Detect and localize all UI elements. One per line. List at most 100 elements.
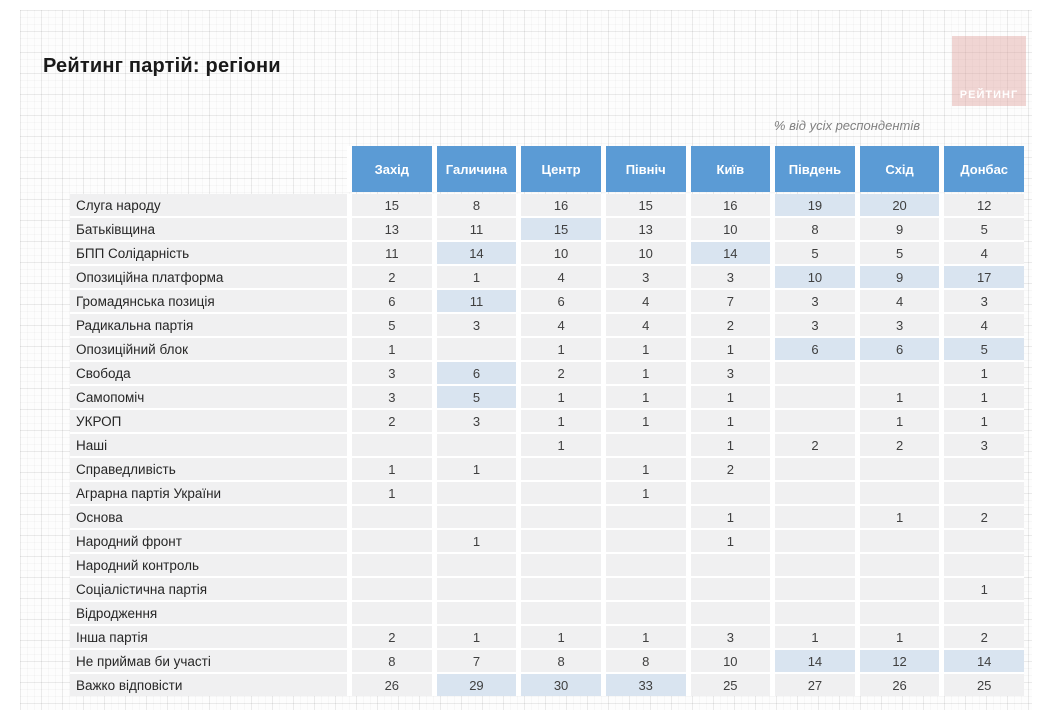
- data-cell: [516, 578, 601, 600]
- data-cell: [854, 602, 940, 624]
- data-cell: [600, 434, 686, 456]
- table-row: Аграрна партія України 1 1: [70, 482, 1024, 504]
- data-cell: 26: [347, 674, 432, 696]
- column-header: Галичина: [431, 146, 517, 192]
- data-cell: [770, 362, 855, 384]
- data-cell: 1: [770, 626, 855, 648]
- data-cell: 3: [939, 434, 1024, 456]
- data-cell: 29: [431, 674, 517, 696]
- data-cell: 1: [600, 458, 686, 480]
- data-cell: 1: [431, 530, 517, 552]
- data-cell: 25: [939, 674, 1024, 696]
- data-cell: 1: [516, 410, 601, 432]
- data-cell: [770, 506, 855, 528]
- data-cell: [600, 506, 686, 528]
- data-cell: [347, 506, 432, 528]
- row-label: Аграрна партія України: [70, 482, 347, 504]
- data-cell: 1: [431, 626, 517, 648]
- column-header: Донбас: [939, 146, 1024, 192]
- data-cell: [770, 386, 855, 408]
- row-label: УКРОП: [70, 410, 347, 432]
- logo-wordmark: РЕЙТИНГ: [959, 89, 1019, 101]
- row-label: Громадянська позиція: [70, 290, 347, 312]
- data-cell: 14: [770, 650, 855, 672]
- data-cell: 1: [600, 626, 686, 648]
- row-label: Не приймав би участі: [70, 650, 347, 672]
- data-cell: [431, 434, 517, 456]
- data-cell: 3: [347, 362, 432, 384]
- data-cell: [854, 362, 940, 384]
- row-label: Справедливість: [70, 458, 347, 480]
- data-cell: 15: [516, 218, 601, 240]
- row-label: Самопоміч: [70, 386, 347, 408]
- data-cell: [685, 554, 771, 576]
- data-cell: [431, 482, 517, 504]
- data-cell: 5: [939, 338, 1024, 360]
- data-cell: 2: [347, 266, 432, 288]
- data-cell: [516, 482, 601, 504]
- data-cell: 13: [600, 218, 686, 240]
- header-row: Захід Галичина Центр Північ Київ Південь Схід Д…: [70, 146, 1024, 192]
- data-cell: [854, 554, 940, 576]
- data-cell: [939, 554, 1024, 576]
- data-cell: 1: [685, 386, 771, 408]
- data-cell: 6: [770, 338, 855, 360]
- data-cell: [431, 578, 517, 600]
- data-cell: [770, 602, 855, 624]
- data-cell: 2: [939, 626, 1024, 648]
- data-cell: 13: [347, 218, 432, 240]
- data-cell: 10: [685, 650, 771, 672]
- data-cell: 1: [600, 410, 686, 432]
- data-cell: 3: [431, 314, 517, 336]
- data-cell: 1: [431, 266, 517, 288]
- data-cell: 3: [685, 626, 771, 648]
- slide-canvas: Рейтинг партій: регіони РЕЙТИНГ % від ус…: [20, 10, 1032, 710]
- data-cell: 1: [431, 458, 517, 480]
- data-cell: [600, 602, 686, 624]
- data-cell: [516, 506, 601, 528]
- data-cell: 17: [939, 266, 1024, 288]
- table-row: Відродження: [70, 602, 1024, 624]
- data-cell: 7: [685, 290, 771, 312]
- data-cell: 1: [854, 506, 940, 528]
- data-cell: 3: [600, 266, 686, 288]
- data-cell: [431, 554, 517, 576]
- data-cell: [516, 602, 601, 624]
- column-header: Київ: [685, 146, 771, 192]
- data-cell: [347, 554, 432, 576]
- data-cell: 20: [854, 194, 940, 216]
- data-cell: [600, 578, 686, 600]
- data-cell: 10: [600, 242, 686, 264]
- data-cell: 8: [770, 218, 855, 240]
- data-cell: 3: [685, 266, 771, 288]
- table-row: Опозиційна платформа 2 1 4 3 3 10 9 17: [70, 266, 1024, 288]
- data-cell: [854, 458, 940, 480]
- data-cell: 14: [939, 650, 1024, 672]
- row-label: Наші: [70, 434, 347, 456]
- data-cell: 1: [939, 410, 1024, 432]
- row-label: БПП Солідарність: [70, 242, 347, 264]
- data-cell: 2: [685, 458, 771, 480]
- data-cell: 11: [431, 290, 517, 312]
- data-cell: [770, 554, 855, 576]
- data-cell: 11: [347, 242, 432, 264]
- row-label: Народний контроль: [70, 554, 347, 576]
- data-cell: 1: [854, 626, 940, 648]
- data-cell: 4: [516, 314, 601, 336]
- table-row: Основа 1 1 2: [70, 506, 1024, 528]
- data-cell: 10: [770, 266, 855, 288]
- data-cell: 12: [854, 650, 940, 672]
- data-cell: 1: [600, 482, 686, 504]
- data-cell: [939, 602, 1024, 624]
- data-cell: [770, 410, 855, 432]
- data-cell: 1: [854, 410, 940, 432]
- data-cell: [939, 530, 1024, 552]
- data-cell: 3: [347, 386, 432, 408]
- data-cell: 1: [516, 626, 601, 648]
- data-cell: 5: [770, 242, 855, 264]
- data-cell: 1: [685, 434, 771, 456]
- data-cell: [685, 482, 771, 504]
- data-cell: [770, 458, 855, 480]
- data-cell: 8: [516, 650, 601, 672]
- data-cell: 4: [939, 314, 1024, 336]
